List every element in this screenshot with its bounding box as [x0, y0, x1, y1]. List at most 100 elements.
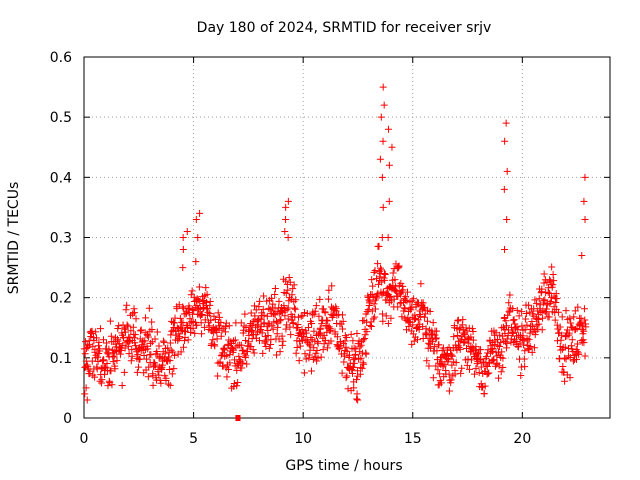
data-point	[223, 351, 231, 359]
data-point	[377, 266, 385, 274]
data-point	[581, 215, 589, 223]
data-point	[130, 309, 138, 317]
data-point	[310, 327, 318, 335]
data-point	[109, 358, 117, 366]
data-point	[380, 269, 388, 277]
data-point	[521, 363, 529, 371]
data-point	[259, 305, 267, 313]
data-point	[349, 337, 357, 345]
data-point	[499, 363, 507, 371]
data-point	[287, 331, 295, 339]
data-point	[98, 376, 106, 384]
data-point	[206, 298, 214, 306]
data-point	[502, 119, 510, 127]
data-point	[448, 352, 456, 360]
data-point	[507, 335, 515, 343]
chart-title: Day 180 of 2024, SRMTID for receiver srj…	[197, 20, 492, 36]
data-point	[498, 348, 506, 356]
data-point	[521, 347, 529, 355]
data-point	[468, 343, 476, 351]
data-point	[380, 101, 388, 109]
data-point	[447, 376, 455, 384]
data-point	[247, 309, 255, 317]
data-point	[322, 316, 330, 324]
data-point	[95, 338, 103, 346]
data-point	[378, 173, 386, 181]
data-point	[548, 263, 556, 271]
data-point	[353, 330, 361, 338]
data-point	[367, 323, 375, 331]
data-point	[404, 314, 412, 322]
data-point	[155, 371, 163, 379]
data-point	[202, 284, 210, 292]
data-point	[526, 329, 534, 337]
data-point	[489, 344, 497, 352]
data-point	[343, 334, 351, 342]
data-point	[315, 312, 323, 320]
data-point	[399, 286, 407, 294]
data-point	[263, 312, 271, 320]
data-point	[315, 329, 323, 337]
data-point	[131, 331, 139, 339]
data-point	[296, 342, 304, 350]
data-point	[464, 355, 472, 363]
data-point	[168, 370, 176, 378]
data-point	[305, 354, 313, 362]
data-point	[513, 306, 521, 314]
data-point	[468, 356, 476, 364]
data-point	[493, 352, 501, 360]
data-point	[343, 372, 351, 380]
data-point	[573, 340, 581, 348]
data-point	[271, 284, 279, 292]
data-point	[308, 320, 316, 328]
data-point	[391, 276, 399, 284]
data-point	[188, 317, 196, 325]
data-point	[239, 359, 247, 367]
data-point	[451, 370, 459, 378]
data-point	[463, 361, 471, 369]
data-point	[566, 374, 574, 382]
data-point	[157, 364, 165, 372]
data-point	[310, 310, 318, 318]
data-point	[456, 337, 464, 345]
data-point	[267, 336, 275, 344]
data-point	[115, 322, 123, 330]
data-point	[249, 346, 257, 354]
data-point	[216, 358, 224, 366]
data-point	[157, 379, 165, 387]
data-point	[237, 341, 245, 349]
data-point	[189, 324, 197, 332]
data-point	[426, 307, 434, 315]
data-point	[434, 366, 442, 374]
data-point	[184, 323, 192, 331]
data-point	[135, 363, 143, 371]
data-point	[203, 298, 211, 306]
data-point	[144, 333, 152, 341]
data-point	[456, 345, 464, 353]
data-point	[162, 374, 170, 382]
data-point	[282, 289, 290, 297]
data-point	[530, 305, 538, 313]
data-point	[378, 310, 386, 318]
data-point	[359, 359, 367, 367]
data-point	[368, 276, 376, 284]
data-point	[485, 369, 493, 377]
data-point	[497, 368, 505, 376]
data-point	[300, 369, 308, 377]
data-point	[83, 361, 91, 369]
data-point	[357, 364, 365, 372]
data-point	[241, 354, 249, 362]
data-point	[216, 322, 224, 330]
data-point	[173, 305, 181, 313]
data-point	[291, 305, 299, 313]
data-point	[141, 337, 149, 345]
data-point	[268, 294, 276, 302]
data-point	[496, 342, 504, 350]
data-point	[176, 333, 184, 341]
data-point	[569, 357, 577, 365]
data-point	[339, 317, 347, 325]
data-point	[147, 351, 155, 359]
data-point	[551, 316, 559, 324]
data-point	[474, 351, 482, 359]
data-point	[545, 313, 553, 321]
